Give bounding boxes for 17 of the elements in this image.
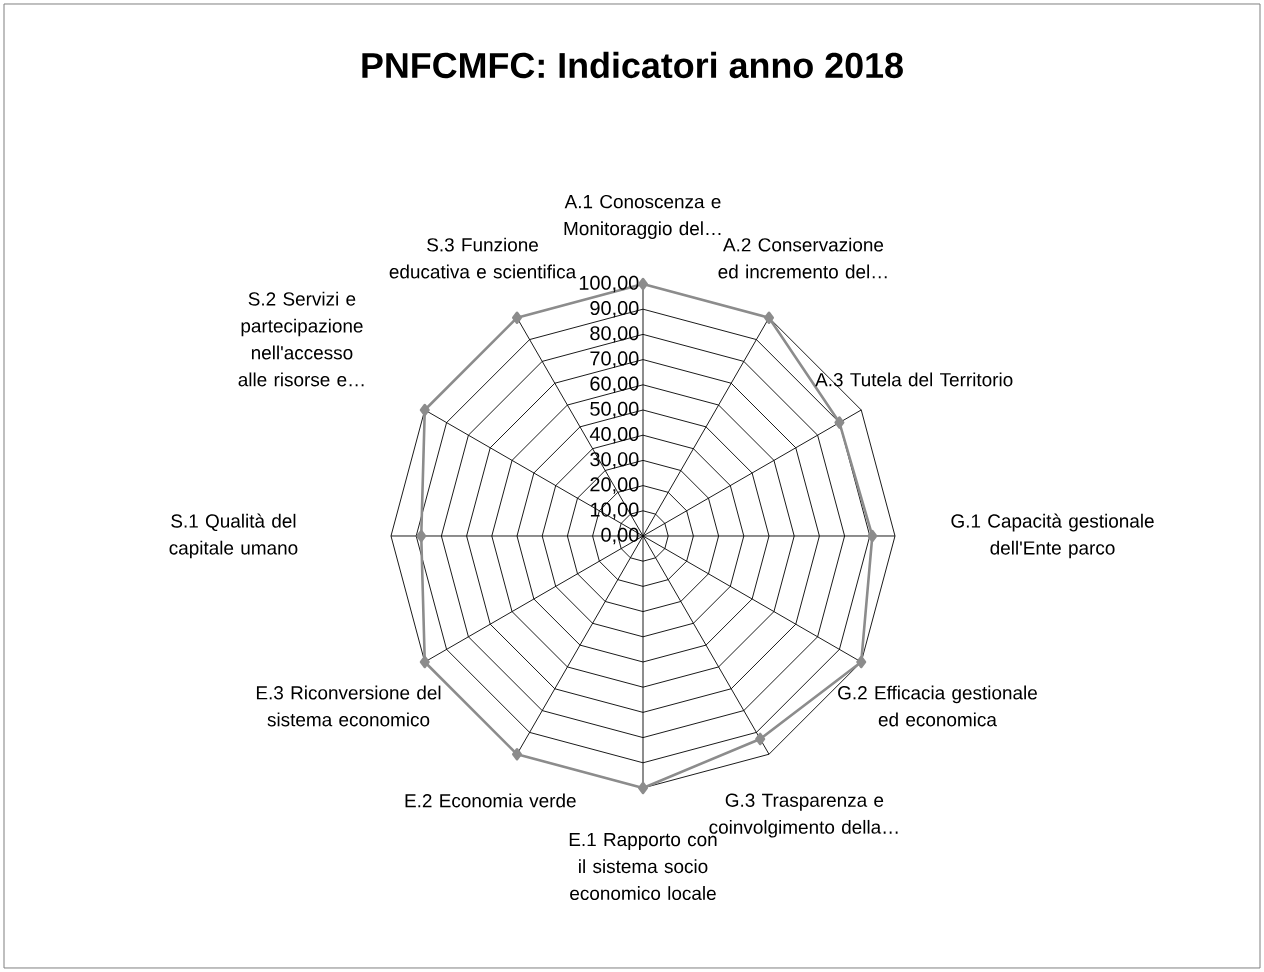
spoke-label: A.1 Conoscenza e Monitoraggio del… [564,194,721,239]
y-tick-label: 90,00 [590,300,639,318]
spoke-label: E.3 Riconversione del sistema economico [256,685,441,727]
spoke-label: S.1 Qualità del capitale umano [169,513,298,559]
spoke-label: G.1 Capacità gestionale dell'Ente parco [951,513,1154,559]
y-tick-label: 100,00 [579,275,639,293]
y-tick-label: 70,00 [590,351,639,368]
spoke-label: S.3 Funzione educativa e scientifica [389,237,577,279]
spoke-label: G.2 Efficacia gestionale ed economica [838,685,1037,727]
spoke-label: A.2 Conservazione ed incremento del… [718,237,887,279]
y-tick-label: 60,00 [590,376,639,394]
y-tick-label: 40,00 [589,426,639,444]
chart-title: PNFCMFC: Indicatori anno 2018 [362,51,903,79]
spoke-label: E.2 Economia verde [405,793,576,808]
y-tick-label: 50,00 [590,401,639,419]
spoke-label: S.2 Servizi e partecipazione nell'accesso alle risorse e… [238,291,364,387]
y-tick-label: 80,00 [590,326,639,343]
